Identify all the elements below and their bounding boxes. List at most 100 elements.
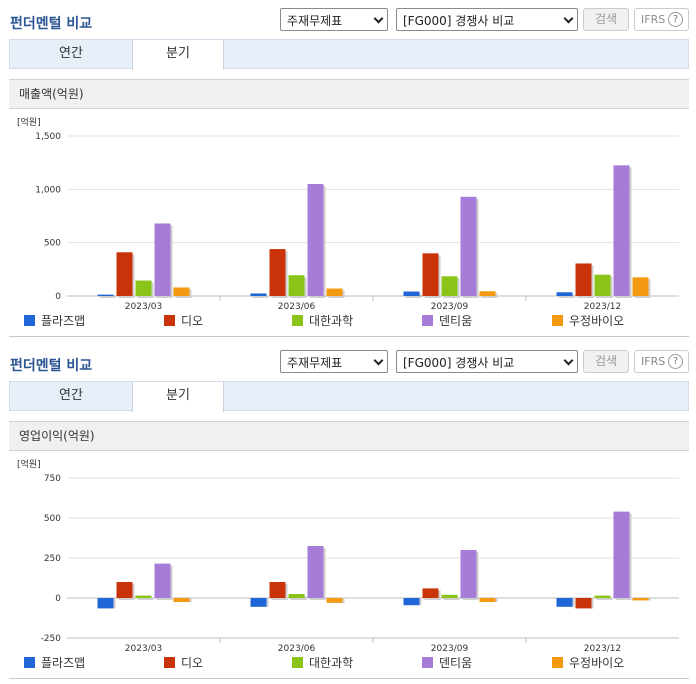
legend-item[interactable]: 대한과학 bbox=[292, 312, 353, 329]
legend-item[interactable]: 덴티움 bbox=[422, 654, 472, 671]
chart-subheader: 영업이익(억원) bbox=[9, 421, 689, 451]
legend-item[interactable]: 디오 bbox=[164, 654, 203, 671]
bar[interactable] bbox=[135, 280, 152, 296]
bar[interactable] bbox=[479, 598, 496, 602]
help-icon[interactable]: ? bbox=[668, 12, 683, 27]
bar[interactable] bbox=[422, 253, 439, 296]
panel-title: 펀더멘털 비교 bbox=[10, 16, 93, 32]
bar[interactable] bbox=[422, 588, 439, 598]
tab-quarterly[interactable]: 분기 bbox=[132, 40, 224, 70]
ifrs-label: IFRS bbox=[641, 355, 666, 368]
ifrs-button[interactable]: IFRS ? bbox=[634, 350, 689, 373]
revenue-bar-chart: [억원] 1,500 1,000 500 0 2023/03 2023/06 2023/09 2… bbox=[17, 116, 679, 312]
legend-swatch bbox=[24, 315, 35, 326]
legend-item[interactable]: 플라즈맵 bbox=[24, 312, 85, 329]
bar[interactable] bbox=[613, 165, 630, 296]
x-tick-label: 2023/06 bbox=[278, 302, 316, 312]
bar[interactable] bbox=[441, 594, 458, 598]
bar-shadow bbox=[596, 597, 613, 600]
bar-shadow bbox=[558, 294, 575, 298]
divider bbox=[9, 678, 689, 679]
search-button[interactable]: 검색 bbox=[583, 8, 629, 31]
bar[interactable] bbox=[575, 598, 592, 609]
tab-quarterly[interactable]: 분기 bbox=[132, 382, 224, 412]
bar[interactable] bbox=[173, 287, 190, 296]
bar[interactable] bbox=[116, 252, 133, 296]
legend-label: 대한과학 bbox=[309, 314, 354, 328]
bar[interactable] bbox=[594, 274, 611, 296]
bar-shadow bbox=[137, 597, 154, 600]
panel-title: 펀더멘털 비교 bbox=[10, 358, 93, 374]
bar[interactable] bbox=[116, 582, 133, 598]
bar[interactable] bbox=[403, 291, 420, 296]
bar[interactable] bbox=[460, 550, 477, 598]
bar[interactable] bbox=[288, 275, 305, 296]
peer-group-select[interactable]: [FG000] 경쟁사 비교 bbox=[396, 8, 578, 31]
bar[interactable] bbox=[154, 563, 171, 598]
bar[interactable] bbox=[441, 276, 458, 296]
x-tick-label: 2023/03 bbox=[125, 644, 162, 654]
legend-swatch bbox=[552, 315, 563, 326]
bar[interactable] bbox=[269, 249, 286, 296]
fundamental-panel-operating-income: 펀더멘털 비교 주재무제표 [FG000] 경쟁사 비교 검색 IFRS ? 연… bbox=[0, 342, 696, 684]
bar[interactable] bbox=[594, 595, 611, 598]
y-tick-label: 500 bbox=[44, 514, 61, 524]
legend-swatch bbox=[292, 315, 303, 326]
bar[interactable] bbox=[460, 196, 477, 296]
bar[interactable] bbox=[556, 292, 573, 296]
statement-select[interactable]: 주재무제표 bbox=[280, 350, 388, 373]
x-tick-label: 2023/12 bbox=[584, 644, 621, 654]
bar[interactable] bbox=[250, 293, 267, 296]
legend-swatch bbox=[422, 315, 433, 326]
period-tabs: 연간 분기 bbox=[9, 381, 689, 412]
legend-label: 디오 bbox=[181, 314, 204, 328]
bar[interactable] bbox=[326, 598, 343, 603]
bar[interactable] bbox=[173, 598, 190, 602]
legend-label: 덴티움 bbox=[439, 314, 473, 328]
bar[interactable] bbox=[307, 546, 324, 598]
fundamental-panel-revenue: 펀더멘털 비교 주재무제표 [FG000] 경쟁사 비교 검색 IFRS ? 연… bbox=[9, 8, 689, 337]
divider bbox=[9, 336, 689, 337]
bar[interactable] bbox=[97, 598, 114, 609]
ifrs-label: IFRS bbox=[641, 13, 666, 26]
legend-item[interactable]: 디오 bbox=[164, 312, 203, 329]
legend-swatch bbox=[422, 657, 433, 668]
bar[interactable] bbox=[269, 582, 286, 598]
legend-swatch bbox=[164, 315, 175, 326]
bar[interactable] bbox=[613, 511, 630, 598]
y-tick-label: 0 bbox=[55, 594, 61, 604]
y-tick-label: 250 bbox=[44, 554, 61, 564]
tab-annual[interactable]: 연간 bbox=[59, 46, 83, 61]
legend-item[interactable]: 우정바이오 bbox=[552, 312, 624, 329]
bar[interactable] bbox=[403, 598, 420, 606]
legend-item[interactable]: 대한과학 bbox=[292, 654, 353, 671]
bar[interactable] bbox=[632, 277, 649, 296]
search-button[interactable]: 검색 bbox=[583, 350, 629, 373]
ifrs-button[interactable]: IFRS ? bbox=[634, 8, 689, 31]
bar[interactable] bbox=[97, 294, 114, 296]
statement-select[interactable]: 주재무제표 bbox=[280, 8, 388, 31]
x-tick-label: 2023/09 bbox=[431, 644, 469, 654]
peer-group-select[interactable]: [FG000] 경쟁사 비교 bbox=[396, 350, 578, 373]
bar[interactable] bbox=[556, 598, 573, 607]
bar[interactable] bbox=[632, 598, 649, 601]
bar[interactable] bbox=[575, 263, 592, 296]
bar[interactable] bbox=[135, 595, 152, 598]
legend-label: 플라즈맵 bbox=[41, 314, 86, 328]
legend-item[interactable]: 플라즈맵 bbox=[24, 654, 85, 671]
bar[interactable] bbox=[326, 288, 343, 296]
chevron-down-icon bbox=[563, 13, 574, 24]
bar[interactable] bbox=[250, 598, 267, 607]
legend-item[interactable]: 우정바이오 bbox=[552, 654, 624, 671]
bar-shadow bbox=[99, 296, 116, 298]
chevron-down-icon bbox=[373, 13, 384, 24]
bar[interactable] bbox=[307, 184, 324, 296]
legend-item[interactable]: 덴티움 bbox=[422, 312, 472, 329]
help-icon[interactable]: ? bbox=[668, 354, 683, 369]
bar[interactable] bbox=[154, 223, 171, 296]
bar[interactable] bbox=[479, 291, 496, 296]
axis-unit-label: [억원] bbox=[17, 116, 41, 128]
tab-annual[interactable]: 연간 bbox=[59, 388, 83, 403]
bar[interactable] bbox=[288, 594, 305, 598]
bar-shadow bbox=[443, 596, 460, 600]
